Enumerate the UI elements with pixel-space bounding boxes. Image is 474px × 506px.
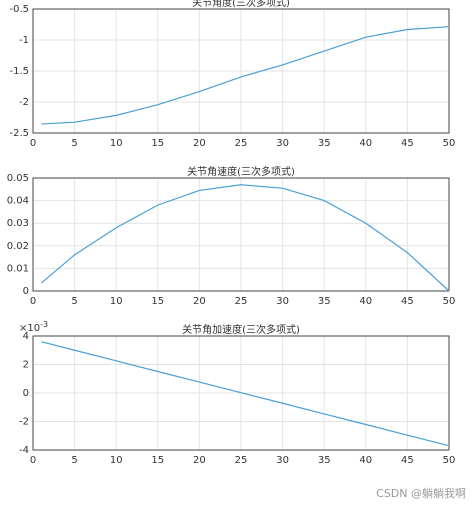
axes-box xyxy=(32,177,450,292)
plot-title: 关节角加速度(三次多项式) xyxy=(182,323,300,336)
y-tick-label: 0.05 xyxy=(7,173,29,184)
y-tick-label: 0 xyxy=(23,388,29,399)
y-tick-label: -2 xyxy=(19,417,29,428)
x-tick-label: 45 xyxy=(401,455,414,466)
x-tick-label: 10 xyxy=(110,138,123,149)
x-tick-label: 35 xyxy=(318,138,331,149)
x-tick-label: 25 xyxy=(235,138,248,149)
y-tick-label: -1 xyxy=(19,35,29,46)
axes-box xyxy=(32,8,450,134)
x-tick-label: 35 xyxy=(318,296,331,307)
y-exponent: ×10-3 xyxy=(19,320,48,335)
x-tick-label: 50 xyxy=(443,455,456,466)
x-tick-label: 40 xyxy=(359,455,372,466)
x-tick-label: 5 xyxy=(71,138,77,149)
y-tick-label: 0.01 xyxy=(7,263,29,274)
x-tick-label: 45 xyxy=(401,138,414,149)
x-tick-label: 5 xyxy=(71,455,77,466)
watermark: CSDN @躺躺我啊 xyxy=(376,486,466,500)
data-line xyxy=(40,184,450,292)
x-tick-label: 50 xyxy=(443,296,456,307)
y-tick-label: 0.02 xyxy=(7,241,29,252)
y-tick-label: 0 xyxy=(23,286,29,297)
x-tick-label: 10 xyxy=(110,296,123,307)
x-tick-label: 20 xyxy=(193,296,206,307)
plot-title: 关节角速度(三次多项式) xyxy=(187,165,295,178)
x-tick-label: 10 xyxy=(110,455,123,466)
axes-box xyxy=(32,335,450,451)
x-tick-label: 20 xyxy=(193,138,206,149)
x-tick-label: 40 xyxy=(359,138,372,149)
x-tick-label: 30 xyxy=(276,455,289,466)
y-exponent-base: ×10 xyxy=(19,323,40,334)
x-tick-label: 0 xyxy=(30,296,36,307)
x-tick-label: 40 xyxy=(359,296,372,307)
y-tick-label: 0.04 xyxy=(7,196,29,207)
x-tick-label: 30 xyxy=(276,138,289,149)
y-tick-label: -2 xyxy=(19,97,29,108)
y-tick-label: -0.5 xyxy=(9,4,29,15)
x-tick-label: 15 xyxy=(151,455,164,466)
x-tick-label: 25 xyxy=(235,455,248,466)
y-tick-label: -1.5 xyxy=(9,66,29,77)
x-tick-label: 50 xyxy=(443,138,456,149)
y-tick-label: 2 xyxy=(23,360,29,371)
y-exponent-power: -3 xyxy=(40,320,48,329)
y-tick-label: 4 xyxy=(23,331,29,342)
x-tick-label: 20 xyxy=(193,455,206,466)
y-tick-label: -4 xyxy=(19,445,29,456)
y-tick-label: -2.5 xyxy=(9,128,29,139)
x-tick-label: 0 xyxy=(30,455,36,466)
x-tick-label: 5 xyxy=(71,296,77,307)
x-tick-label: 25 xyxy=(235,296,248,307)
y-tick-label: 0.03 xyxy=(7,218,29,229)
x-tick-label: 30 xyxy=(276,296,289,307)
x-tick-label: 15 xyxy=(151,138,164,149)
x-tick-label: 35 xyxy=(318,455,331,466)
data-line xyxy=(41,341,450,447)
x-tick-label: 45 xyxy=(401,296,414,307)
data-line xyxy=(41,26,450,125)
x-tick-label: 0 xyxy=(30,138,36,149)
plot-title: 关节角度(三次多项式) xyxy=(192,0,290,9)
x-tick-label: 15 xyxy=(151,296,164,307)
